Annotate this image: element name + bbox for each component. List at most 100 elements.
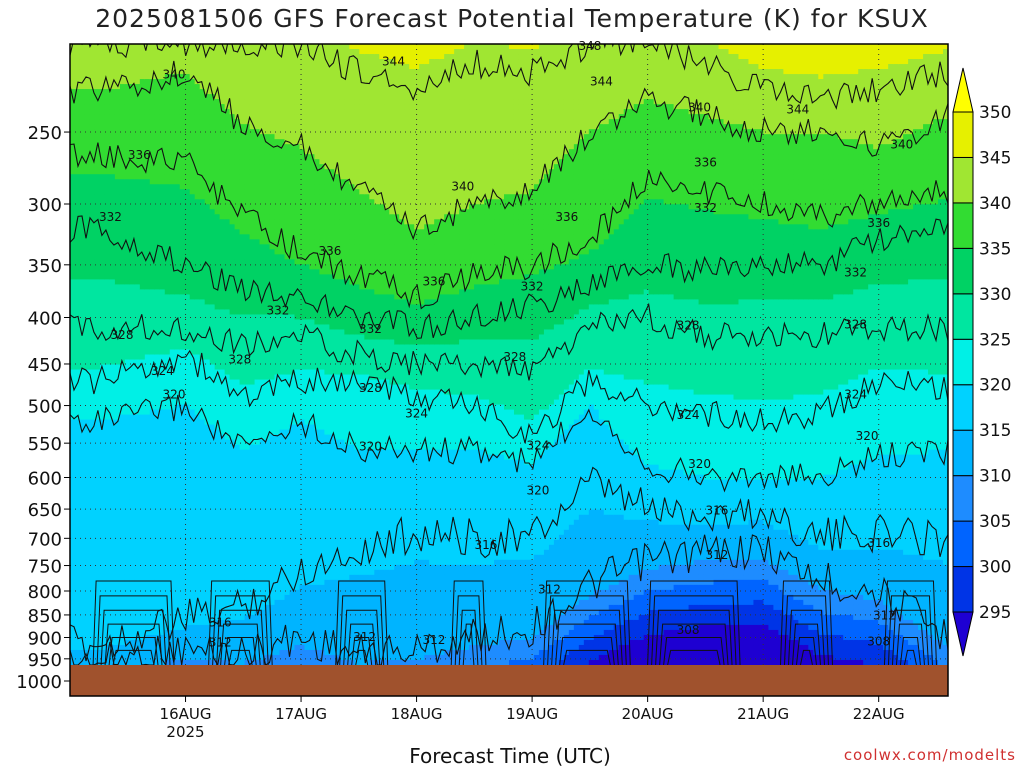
fill-cell [119, 604, 126, 611]
fill-cell [224, 499, 231, 506]
fill-cell [70, 529, 76, 536]
fill-cell [219, 294, 226, 301]
fill-cell [209, 599, 216, 606]
fill-cell [164, 164, 171, 170]
fill-cell [144, 54, 151, 60]
fill-cell [149, 289, 156, 296]
fill-cell [214, 304, 221, 311]
fill-cell [114, 529, 121, 536]
fill-cell [70, 434, 76, 441]
fill-cell [239, 659, 246, 665]
fill-cell [139, 569, 146, 576]
fill-cell [199, 429, 206, 436]
fill-cell [179, 599, 186, 606]
fill-cell [179, 259, 186, 265]
fill-cell [70, 494, 76, 501]
fill-cell [199, 309, 206, 316]
fill-cell [259, 139, 266, 145]
fill-cell [224, 54, 231, 60]
fill-cell [249, 239, 256, 245]
fill-cell [194, 344, 201, 351]
fill-cell [99, 64, 106, 70]
fill-cell [154, 344, 161, 351]
fill-cell [89, 44, 96, 50]
fill-cell [184, 324, 191, 331]
fill-cell [74, 354, 81, 361]
fill-cell [74, 439, 81, 446]
fill-cell [244, 389, 251, 396]
fill-cell [179, 434, 186, 441]
fill-cell [79, 549, 86, 556]
fill-cell [159, 469, 166, 476]
fill-cell [139, 139, 146, 145]
fill-cell [79, 504, 86, 511]
fill-cell [174, 309, 181, 316]
fill-cell [224, 314, 231, 321]
fill-cell [199, 394, 206, 401]
fill-cell [139, 349, 146, 356]
fill-cell [74, 589, 81, 596]
fill-cell [129, 454, 136, 461]
fill-cell [139, 304, 146, 311]
fill-cell [239, 314, 246, 321]
fill-cell [99, 444, 106, 451]
fill-cell [79, 489, 86, 496]
fill-cell [79, 344, 86, 351]
fill-cell [174, 239, 181, 245]
fill-cell [119, 229, 126, 235]
fill-cell [129, 389, 136, 396]
fill-cell [209, 169, 216, 175]
fill-cell [264, 234, 271, 240]
fill-cell [84, 239, 91, 245]
fill-cell [94, 239, 101, 245]
fill-cell [259, 574, 266, 581]
fill-cell [189, 494, 196, 501]
fill-cell [244, 419, 251, 426]
fill-cell [259, 119, 266, 125]
fill-cell [224, 219, 231, 225]
fill-cell [209, 584, 216, 591]
fill-cell [154, 359, 161, 366]
fill-cell [70, 149, 76, 155]
fill-cell [134, 219, 141, 225]
fill-cell [84, 329, 91, 336]
fill-cell [109, 424, 116, 431]
fill-cell [169, 84, 176, 90]
fill-cell [234, 134, 241, 140]
fill-cell [224, 209, 231, 215]
fill-cell [209, 64, 216, 70]
fill-cell [239, 529, 246, 536]
fill-cell [129, 304, 136, 311]
fill-cell [209, 219, 216, 225]
fill-cell [74, 614, 81, 621]
fill-cell [109, 559, 116, 566]
fill-cell [229, 454, 236, 461]
fill-cell [159, 554, 166, 561]
fill-cell [229, 254, 236, 260]
fill-cell [269, 94, 276, 100]
fill-cell [84, 219, 91, 225]
fill-cell [74, 94, 81, 100]
fill-cell [219, 339, 226, 346]
fill-cell [184, 134, 191, 140]
fill-cell [139, 279, 146, 285]
fill-cell [184, 154, 191, 160]
fill-cell [124, 54, 131, 60]
fill-cell [239, 504, 246, 511]
fill-cell [259, 589, 266, 596]
fill-cell [119, 319, 126, 326]
fill-cell [109, 64, 116, 70]
fill-cell [149, 454, 156, 461]
fill-cell [189, 259, 196, 265]
fill-cell [104, 529, 111, 536]
fill-cell [99, 104, 106, 110]
fill-cell [219, 494, 226, 501]
fill-cell [79, 319, 86, 326]
fill-cell [254, 429, 261, 436]
fill-cell [189, 389, 196, 396]
fill-cell [224, 154, 231, 160]
fill-cell [169, 349, 176, 356]
fill-cell [89, 559, 96, 566]
fill-cell [189, 194, 196, 200]
fill-cell [94, 514, 101, 521]
